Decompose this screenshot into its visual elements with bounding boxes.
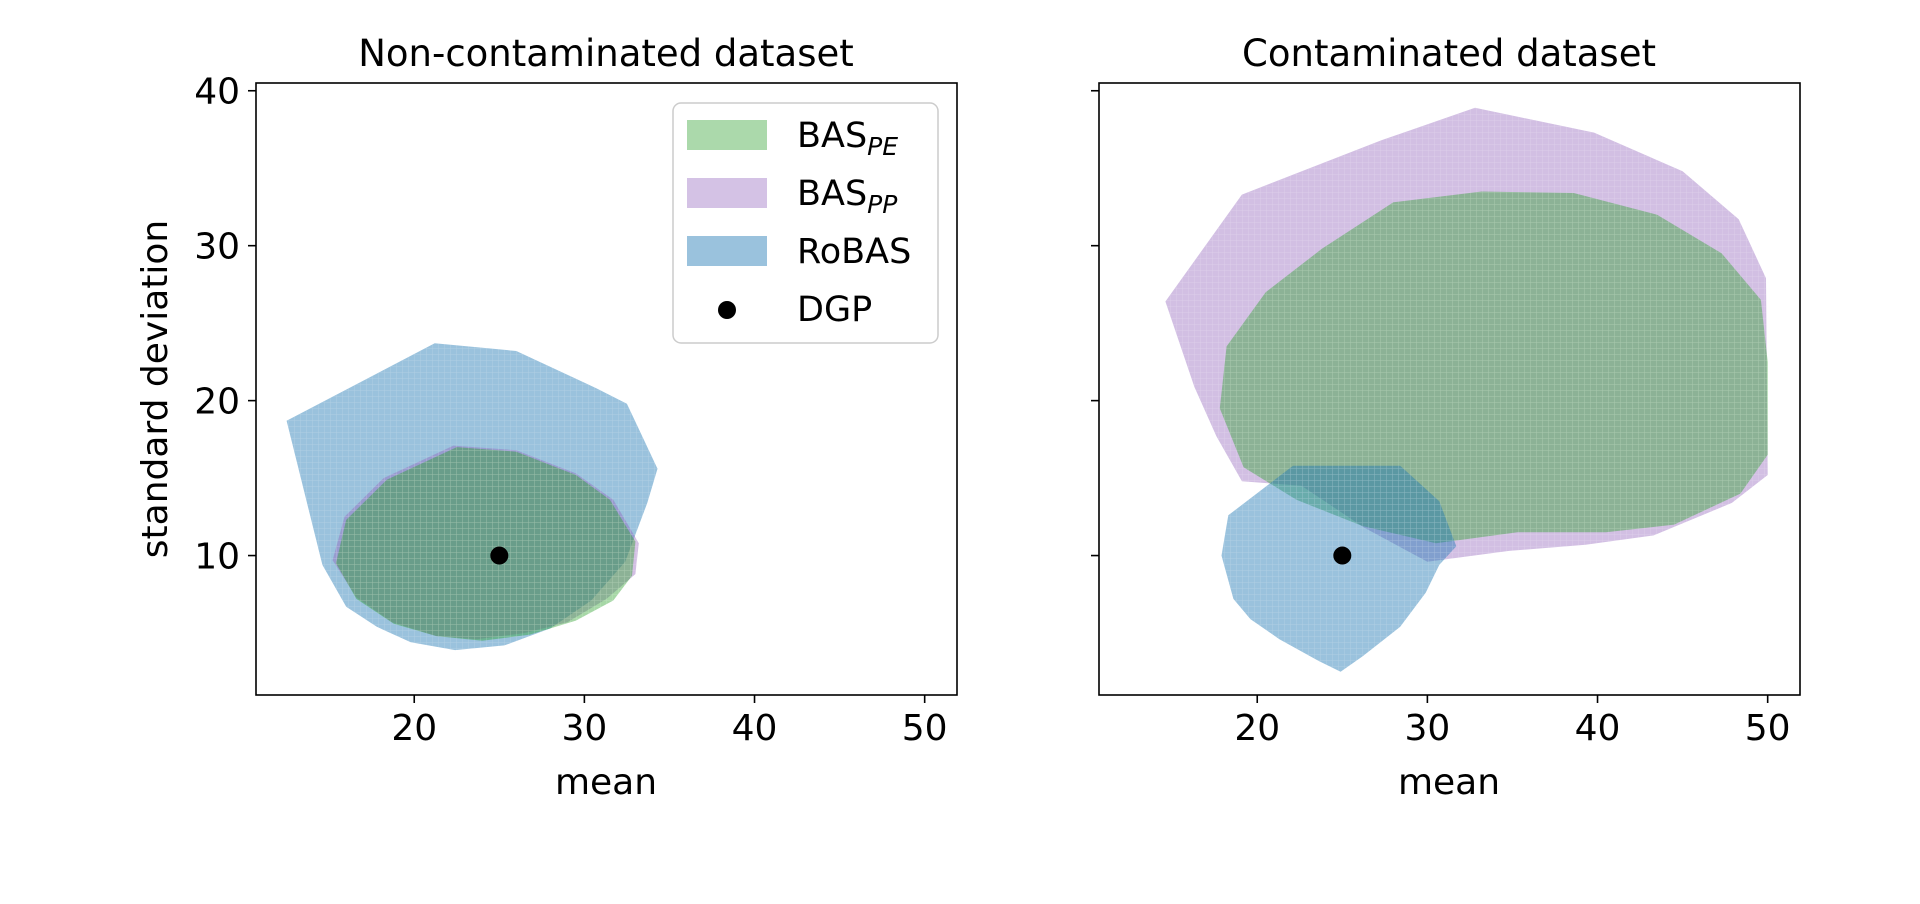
x-tick-label: 50 (902, 708, 948, 749)
region-robas (1221, 465, 1457, 672)
x-tick-label: 50 (1745, 708, 1791, 749)
x-tick-label: 20 (391, 708, 437, 749)
legend-entry-robas: RoBAS (687, 232, 911, 272)
y-axis-label: standard deviation (135, 220, 176, 558)
x-tick-label: 30 (1404, 708, 1450, 749)
legend: BASPE BASPP RoBAS DGP (672, 102, 939, 344)
y-tick-label: 10 (194, 537, 240, 578)
region-bas-pe (336, 447, 636, 641)
x-axis-label: mean (1398, 762, 1500, 803)
plot-frame (1098, 82, 1801, 696)
legend-swatch-bas-pe (687, 120, 767, 150)
y-tick-label: 20 (194, 382, 240, 423)
x-tick-label: 20 (1234, 708, 1280, 749)
x-axis-label: mean (555, 762, 657, 803)
legend-entry-bas-pp: BASPP (687, 174, 898, 219)
legend-box (672, 102, 939, 344)
region-texture-robas (1221, 465, 1457, 672)
point-dgp (1333, 546, 1352, 565)
legend-marker-dgp (718, 301, 736, 319)
region-texture-bas-pe (336, 447, 636, 641)
chart-title: Non-contaminated dataset (358, 32, 854, 75)
legend-swatch-robas (687, 236, 767, 266)
chart-panel-contaminated: 20 30 40 50 Contaminated dataset mean (1091, 32, 1801, 803)
legend-entry-dgp: DGP (718, 290, 872, 330)
x-tick-label: 40 (1575, 708, 1621, 749)
y-tick-label: 40 (194, 72, 240, 113)
legend-entry-bas-pe: BASPE (687, 116, 898, 161)
legend-label-bas-pp: BASPP (797, 174, 898, 219)
chart-title: Contaminated dataset (1242, 32, 1656, 75)
point-dgp (490, 546, 509, 565)
plot-frame (255, 82, 958, 696)
legend-label-bas-pe: BASPE (797, 116, 898, 161)
x-tick-label: 40 (732, 708, 778, 749)
region-bas-pe (1219, 191, 1768, 544)
legend-label-dgp: DGP (797, 290, 872, 330)
x-tick-label: 30 (561, 708, 607, 749)
region-texture-bas-pe (1219, 191, 1768, 544)
y-tick-label: 30 (194, 227, 240, 268)
chart-panel-non-contaminated: 20 30 40 50 10 20 30 40 Non-contaminated datas… (135, 32, 958, 803)
legend-swatch-bas-pp (687, 178, 767, 208)
legend-label-robas: RoBAS (797, 232, 911, 272)
